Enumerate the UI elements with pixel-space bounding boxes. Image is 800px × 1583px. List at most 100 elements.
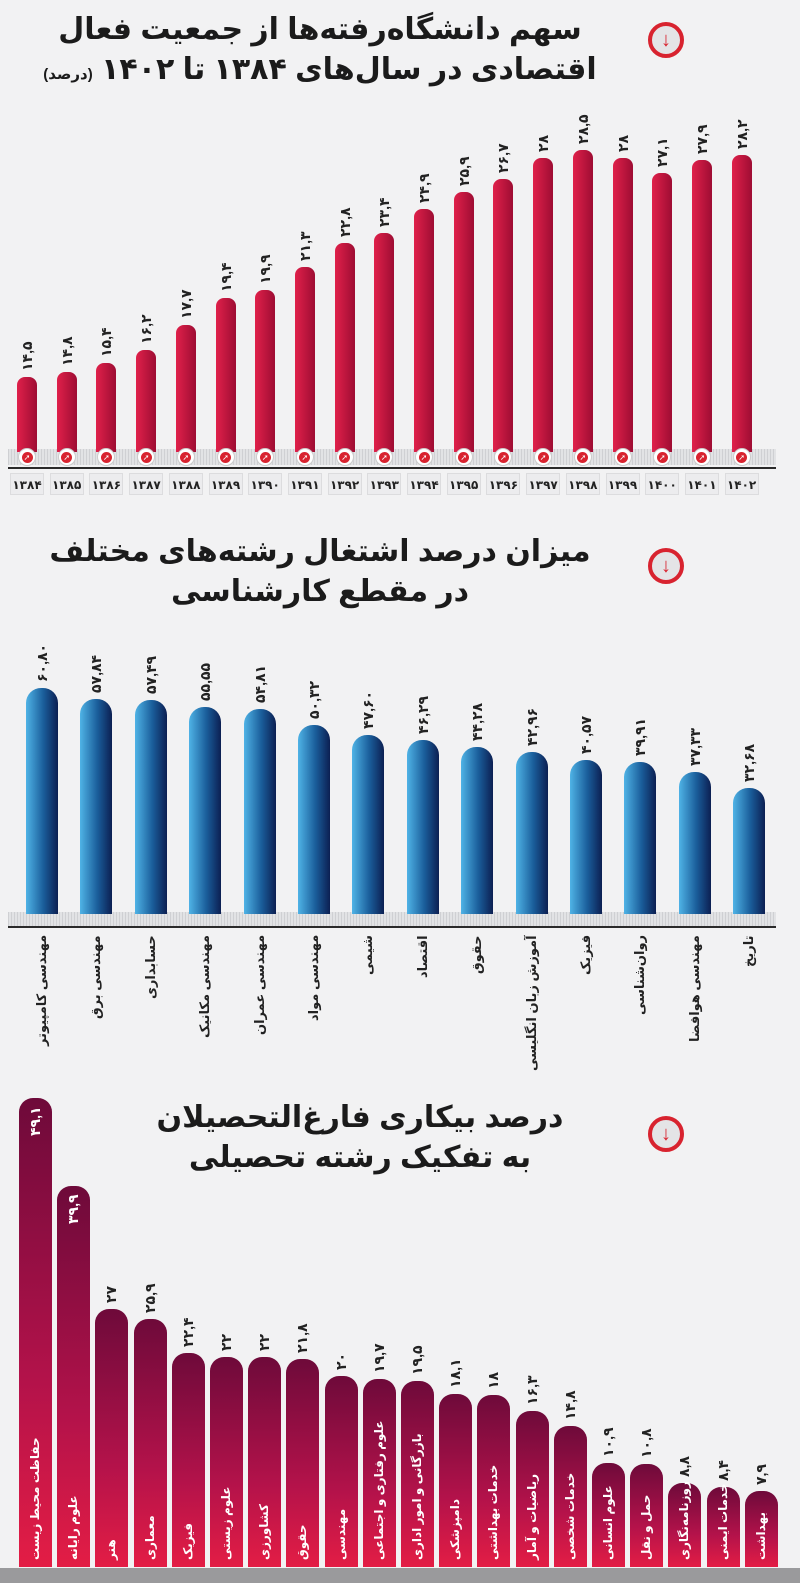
bar-category-label: علوم زیستی xyxy=(219,1486,233,1560)
data-label: ۱۹,۴ xyxy=(217,262,234,292)
x-tick-label: مهندسی هوافضا xyxy=(686,935,702,1042)
data-label: ۳۹,۹ xyxy=(65,1194,82,1224)
bar-category-label: خدمات شخصی xyxy=(562,1472,577,1560)
bar xyxy=(134,699,167,914)
data-label: ۲۵,۹ xyxy=(455,156,472,187)
arrow-icon: ➚ xyxy=(656,451,668,463)
bar xyxy=(171,1352,205,1567)
bar-marker: ➚ xyxy=(494,448,513,466)
bar xyxy=(477,1394,511,1567)
bar xyxy=(630,1463,664,1567)
bar-marker: ➚ xyxy=(295,448,314,466)
bar xyxy=(56,372,77,452)
x-tick-label: روان‌شناسی xyxy=(632,934,648,1015)
x-tick-label: ۱۳۸۵ xyxy=(49,473,84,495)
bar-marker: ➚ xyxy=(534,448,553,466)
bar-marker: ➚ xyxy=(216,448,235,466)
bar-category-label: بازرگانی و امور اداری xyxy=(410,1433,424,1560)
data-label: ۱۵,۴ xyxy=(98,326,115,357)
data-label: ۲۱,۸ xyxy=(294,1323,311,1353)
data-label: ۲۳,۴ xyxy=(376,197,393,227)
bar-marker: ➚ xyxy=(732,448,751,466)
download-arrow-icon[interactable]: ↓ xyxy=(648,22,684,58)
chart3-title-line2: به تفکیک رشته تحصیلی xyxy=(188,1141,532,1174)
bar xyxy=(744,1491,778,1567)
data-label: ۱۴,۸ xyxy=(561,1389,578,1420)
bar xyxy=(731,155,752,452)
chart2-title: میزان درصد اشتغال رشته‌های مختلف در مقطع… xyxy=(0,532,640,612)
chart1-axis-line xyxy=(8,467,776,469)
x-tick-label: ۱۳۹۶ xyxy=(486,473,521,495)
bar-marker: ➚ xyxy=(415,448,433,466)
bar xyxy=(248,1356,282,1567)
arrow-icon: ➚ xyxy=(299,451,311,463)
arrow-icon: ➚ xyxy=(61,451,73,463)
bar xyxy=(255,289,276,452)
chart1-title-line2-text: اقتصادی در سال‌های ۱۳۸۴ تا ۱۴۰۲ xyxy=(101,53,597,86)
bar xyxy=(453,192,474,452)
data-label: ۲۵,۹ xyxy=(141,1283,158,1314)
bar xyxy=(406,739,439,914)
data-label: ۱۹,۹ xyxy=(257,254,274,284)
x-tick-label: شیمی xyxy=(360,935,376,975)
x-tick-label: ۱۳۸۶ xyxy=(89,473,124,495)
bar xyxy=(352,735,385,914)
x-tick-label: اقتصاد xyxy=(414,935,430,978)
bar xyxy=(515,1411,549,1567)
chart1-title-unit: (درصد) xyxy=(43,66,93,83)
chart1-title-line2: اقتصادی در سال‌های ۱۳۸۴ تا ۱۴۰۲ (درصد) xyxy=(0,50,640,95)
bar xyxy=(652,172,673,452)
bar xyxy=(286,1358,320,1567)
bar xyxy=(215,297,236,452)
x-tick-label: ۱۴۰۰ xyxy=(645,473,680,495)
bar xyxy=(401,1380,434,1567)
download-arrow-icon[interactable]: ↓ xyxy=(648,548,684,584)
x-tick-label: ۱۳۹۹ xyxy=(605,473,640,495)
bar xyxy=(553,1425,587,1567)
bar-category-label: علوم رایانه xyxy=(66,1495,81,1560)
bar xyxy=(17,377,37,452)
bar-category-label: دامپزشکی xyxy=(448,1499,463,1560)
x-tick-label: ۱۳۸۷ xyxy=(129,473,164,495)
bar xyxy=(691,160,712,452)
bar xyxy=(80,698,113,914)
bar xyxy=(374,232,395,452)
bar-marker: ➚ xyxy=(613,448,632,466)
data-label: ۳۹,۹۱ xyxy=(632,718,649,757)
bar xyxy=(493,179,514,452)
data-label: ۱۹,۵ xyxy=(409,1345,425,1375)
bar xyxy=(189,706,222,914)
bar-category-label: روزنامه‌نگاری xyxy=(677,1481,692,1560)
bar xyxy=(57,1185,91,1567)
x-tick-label: ۱۳۸۸ xyxy=(168,473,203,495)
x-tick-label: ۱۴۰۱ xyxy=(684,473,719,495)
arrow-icon: ➚ xyxy=(220,451,231,463)
x-tick-label: ۱۳۹۸ xyxy=(565,473,600,495)
arrow-icon: ➚ xyxy=(180,451,192,463)
x-tick-label: مهندسی برق xyxy=(88,935,104,1019)
arrow-icon: ➚ xyxy=(577,451,589,463)
bar xyxy=(668,1482,702,1567)
data-label: ۲۲,۸ xyxy=(336,207,353,237)
bar-category-label: ریاضیات و آمار xyxy=(524,1473,539,1560)
x-tick-label: ۱۳۹۷ xyxy=(526,473,561,495)
data-label: ۵۰,۳۲ xyxy=(306,681,322,720)
x-tick-label: فیزیک xyxy=(578,934,593,975)
chart1-title: سهم دانشگاه‌رفته‌ها از جمعیت فعال اقتصاد… xyxy=(0,10,640,95)
bar xyxy=(19,1097,52,1567)
data-label: ۲۶,۷ xyxy=(495,143,512,174)
data-label: ۴۶,۲۹ xyxy=(414,695,431,734)
data-label: ۱۶,۳ xyxy=(523,1375,540,1406)
download-arrow-icon[interactable]: ↓ xyxy=(648,1116,684,1152)
x-tick-label: حقوق xyxy=(469,935,485,975)
chart3-baseline-strip xyxy=(0,1568,800,1583)
bar xyxy=(570,760,602,914)
arrow-icon: ➚ xyxy=(140,451,152,463)
x-tick-label: مهندسی مواد xyxy=(306,934,321,1021)
data-label: ۴۷,۶۰ xyxy=(360,690,377,730)
arrow-icon: ➚ xyxy=(537,451,549,463)
data-label: ۲۷,۹ xyxy=(693,124,710,155)
data-label: ۸,۴ xyxy=(714,1459,731,1481)
bar xyxy=(243,709,276,914)
bar-category-label: بهداشت xyxy=(753,1512,768,1560)
